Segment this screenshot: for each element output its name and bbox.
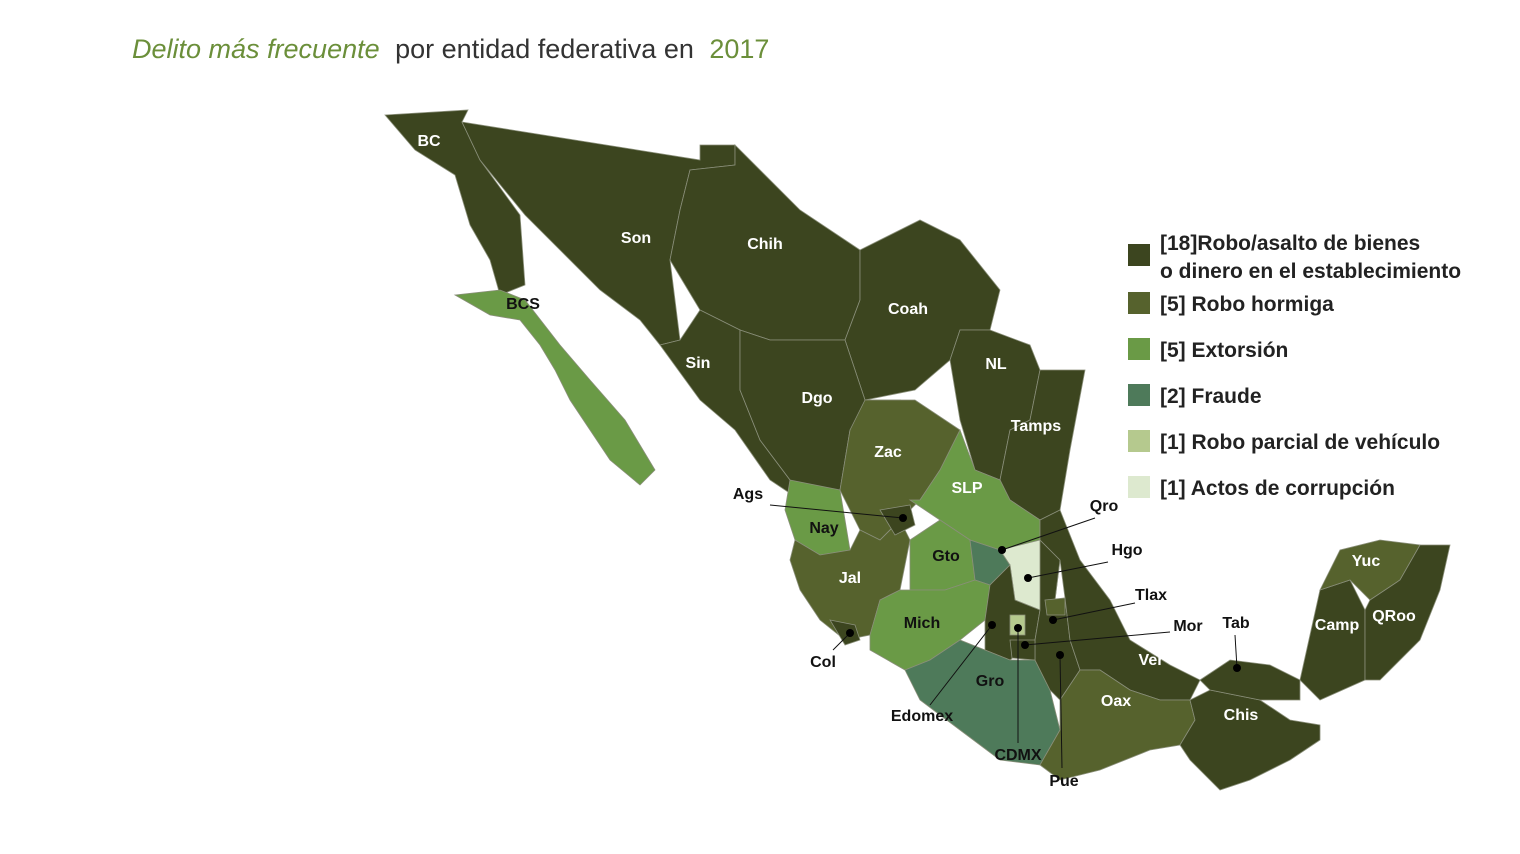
state-label: Qro [1090,498,1119,515]
state-label: Col [810,654,836,671]
state-label: CDMX [994,747,1041,764]
state-label: Edomex [891,708,953,725]
state-label: Tlax [1135,587,1167,604]
legend-swatch [1128,430,1150,452]
legend-label: [5] Robo hormiga [1160,293,1334,316]
state-label: Yuc [1352,553,1381,570]
state [1299,579,1366,701]
legend-label: [18]Robo/asalto de bienes o dinero en el … [1160,232,1461,283]
dot [846,629,854,637]
state-label: Chis [1224,707,1259,724]
dot [1024,574,1032,582]
state-labels: BC BCS Son Chih Coah NL Tamps Sin Dgo Za… [417,133,1416,790]
title: Delito más frecuente por entidad federat… [132,34,769,64]
legend-swatch [1128,384,1150,406]
leader-lines [769,504,1241,769]
state [869,579,991,671]
state-label: Oax [1101,693,1131,710]
state [461,121,736,346]
leader-line [1234,634,1238,669]
state-label: BCS [506,296,540,313]
leader-line [929,624,993,706]
legend-line: o dinero en el establecimiento [1160,260,1461,283]
state [453,289,656,486]
dot [1056,651,1064,659]
dot [1233,664,1241,672]
leader-line [1024,631,1171,646]
state-label: Camp [1315,617,1360,634]
state [1364,544,1451,681]
state [1044,597,1066,616]
state-label: Ags [733,486,763,503]
title-middle: por entidad federativa en [395,34,694,64]
state-label: Gto [932,548,960,565]
legend-line: [18]Robo/asalto de bienes [1160,232,1420,255]
state-label: Mor [1173,618,1202,635]
legend-label: [5] Extorsión [1160,339,1288,362]
state-label: Nay [809,520,838,537]
state-label: Son [621,230,651,247]
state-label: NL [985,356,1007,373]
legend-swatch [1128,292,1150,314]
state [829,619,861,646]
title-year: 2017 [709,34,769,64]
leader-line [1052,602,1136,621]
dot [998,546,1006,554]
state-label: Sin [686,355,711,372]
leader-line [769,504,904,519]
legend-label: [1] Actos de corrupción [1160,477,1395,500]
dot [988,621,996,629]
legend-label: [1] Robo parcial de vehículo [1160,431,1440,454]
dot [899,514,907,522]
leader-line [1027,561,1109,579]
state-label: Coah [888,301,928,318]
state-label: Chih [747,236,783,253]
state-label: Pue [1049,773,1078,790]
state-label: Gro [976,673,1005,690]
state-label: Ver [1139,652,1164,669]
leader-line [832,632,851,651]
legend-label: [2] Fraude [1160,385,1262,408]
legend-swatch [1128,338,1150,360]
state-label: QRoo [1372,608,1416,625]
map [384,109,1451,791]
legend-swatch [1128,476,1150,498]
state-label: Zac [874,444,902,461]
leader-line [1001,517,1096,551]
leader-line [1059,654,1063,769]
dot [1021,641,1029,649]
state-label: SLP [951,480,982,497]
legend-swatch [1128,244,1150,266]
title-highlight: Delito más frecuente [132,34,380,64]
legend: [18]Robo/asalto de bienes o dinero en el … [1128,232,1461,500]
state-label: Dgo [801,390,832,407]
state-label: Hgo [1111,542,1142,559]
state-label: Tamps [1011,418,1061,435]
dot [1049,616,1057,624]
state [879,504,916,536]
state-label: Mich [904,615,940,632]
state [1179,689,1321,791]
dot [1014,624,1022,632]
state-label: BC [417,133,441,150]
state [384,109,526,296]
state-label: Tab [1222,615,1249,632]
state-label: Jal [839,570,861,587]
